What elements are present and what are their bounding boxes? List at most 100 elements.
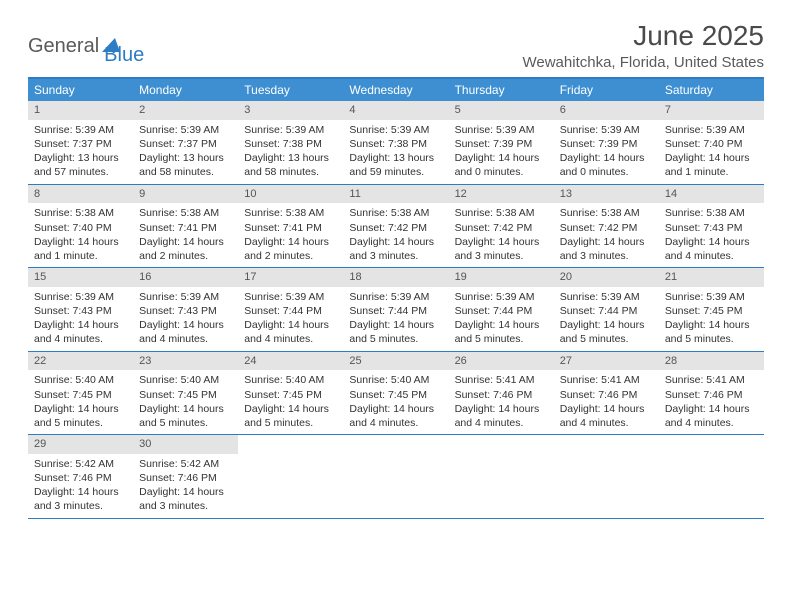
day-number: [238, 435, 343, 454]
day-number: 10: [238, 185, 343, 204]
sunrise-text: Sunrise: 5:39 AM: [455, 123, 548, 137]
week-row: 8Sunrise: 5:38 AMSunset: 7:40 PMDaylight…: [28, 185, 764, 269]
day-cell: 12 Sunrise: 5:38 AMSunset: 7:42 PMDayligh…: [449, 185, 554, 268]
daylight-text: Daylight: 14 hours and 3 minutes.: [455, 235, 548, 263]
day-cell: 4Sunrise: 5:39 AMSunset: 7:38 PMDaylight…: [343, 101, 448, 184]
daylight-text: Daylight: 13 hours and 58 minutes.: [139, 151, 232, 179]
day-number: 14: [659, 185, 764, 204]
day-content: Sunrise: 5:39 AMSunset: 7:44 PMDaylight:…: [238, 290, 343, 351]
sunrise-text: Sunrise: 5:39 AM: [349, 123, 442, 137]
day-cell: 8Sunrise: 5:38 AMSunset: 7:40 PMDaylight…: [28, 185, 133, 268]
sunrise-text: Sunrise: 5:39 AM: [665, 290, 758, 304]
day-cell: 30Sunrise: 5:42 AMSunset: 7:46 PMDayligh…: [133, 435, 238, 518]
day-cell: 21 Sunrise: 5:39 AMSunset: 7:45 PMDayligh…: [659, 268, 764, 351]
day-content: Sunrise: 5:39 AMSunset: 7:38 PMDaylight:…: [343, 123, 448, 184]
day-content: Sunrise: 5:39 AMSunset: 7:37 PMDaylight:…: [28, 123, 133, 184]
sunset-text: Sunset: 7:39 PM: [560, 137, 653, 151]
sunrise-text: Sunrise: 5:39 AM: [560, 123, 653, 137]
sunrise-text: Sunrise: 5:40 AM: [139, 373, 232, 387]
sunset-text: Sunset: 7:46 PM: [665, 388, 758, 402]
sunrise-text: Sunrise: 5:39 AM: [34, 290, 127, 304]
sunset-text: Sunset: 7:46 PM: [560, 388, 653, 402]
daylight-text: Daylight: 14 hours and 5 minutes.: [665, 318, 758, 346]
sunrise-text: Sunrise: 5:39 AM: [560, 290, 653, 304]
weekday-header: Monday: [133, 79, 238, 101]
sunset-text: Sunset: 7:45 PM: [349, 388, 442, 402]
sunset-text: Sunset: 7:45 PM: [34, 388, 127, 402]
day-number: 13: [554, 185, 659, 204]
daylight-text: Daylight: 14 hours and 2 minutes.: [139, 235, 232, 263]
sunset-text: Sunset: 7:46 PM: [455, 388, 548, 402]
week-row: 1Sunrise: 5:39 AMSunset: 7:37 PMDaylight…: [28, 101, 764, 185]
day-number: 12: [449, 185, 554, 204]
day-number: 21: [659, 268, 764, 287]
day-number: [449, 435, 554, 454]
sunset-text: Sunset: 7:41 PM: [244, 221, 337, 235]
sunrise-text: Sunrise: 5:39 AM: [244, 123, 337, 137]
daylight-text: Daylight: 14 hours and 0 minutes.: [560, 151, 653, 179]
sunrise-text: Sunrise: 5:38 AM: [455, 206, 548, 220]
day-cell: [343, 435, 448, 518]
sunrise-text: Sunrise: 5:39 AM: [139, 290, 232, 304]
day-content: Sunrise: 5:38 AMSunset: 7:42 PMDaylight:…: [449, 206, 554, 267]
daylight-text: Daylight: 14 hours and 4 minutes.: [349, 402, 442, 430]
day-number: 27: [554, 352, 659, 371]
day-content: Sunrise: 5:39 AMSunset: 7:39 PMDaylight:…: [554, 123, 659, 184]
daylight-text: Daylight: 14 hours and 4 minutes.: [665, 235, 758, 263]
sunset-text: Sunset: 7:44 PM: [455, 304, 548, 318]
daylight-text: Daylight: 14 hours and 5 minutes.: [349, 318, 442, 346]
daylight-text: Daylight: 14 hours and 3 minutes.: [34, 485, 127, 513]
sunrise-text: Sunrise: 5:39 AM: [349, 290, 442, 304]
day-cell: 18Sunrise: 5:39 AMSunset: 7:44 PMDayligh…: [343, 268, 448, 351]
day-number: 26: [449, 352, 554, 371]
weekday-header: Thursday: [449, 79, 554, 101]
day-cell: 5Sunrise: 5:39 AMSunset: 7:39 PMDaylight…: [449, 101, 554, 184]
day-cell: 6Sunrise: 5:39 AMSunset: 7:39 PMDaylight…: [554, 101, 659, 184]
day-number: 3: [238, 101, 343, 120]
day-cell: [449, 435, 554, 518]
day-content: Sunrise: 5:41 AMSunset: 7:46 PMDaylight:…: [449, 373, 554, 434]
sunrise-text: Sunrise: 5:39 AM: [244, 290, 337, 304]
day-content: Sunrise: 5:39 AMSunset: 7:37 PMDaylight:…: [133, 123, 238, 184]
day-number: [343, 435, 448, 454]
day-number: 18: [343, 268, 448, 287]
week-row: 15Sunrise: 5:39 AMSunset: 7:43 PMDayligh…: [28, 268, 764, 352]
day-cell: 7Sunrise: 5:39 AMSunset: 7:40 PMDaylight…: [659, 101, 764, 184]
sunrise-text: Sunrise: 5:38 AM: [349, 206, 442, 220]
daylight-text: Daylight: 14 hours and 3 minutes.: [560, 235, 653, 263]
daylight-text: Daylight: 13 hours and 57 minutes.: [34, 151, 127, 179]
sunset-text: Sunset: 7:42 PM: [349, 221, 442, 235]
sunset-text: Sunset: 7:45 PM: [139, 388, 232, 402]
day-content: Sunrise: 5:41 AMSunset: 7:46 PMDaylight:…: [554, 373, 659, 434]
day-cell: 1Sunrise: 5:39 AMSunset: 7:37 PMDaylight…: [28, 101, 133, 184]
day-cell: 23Sunrise: 5:40 AMSunset: 7:45 PMDayligh…: [133, 352, 238, 435]
sunset-text: Sunset: 7:42 PM: [560, 221, 653, 235]
sunset-text: Sunset: 7:40 PM: [34, 221, 127, 235]
day-cell: 27 Sunrise: 5:41 AMSunset: 7:46 PMDayligh…: [554, 352, 659, 435]
sunrise-text: Sunrise: 5:38 AM: [244, 206, 337, 220]
day-cell: 10Sunrise: 5:38 AMSunset: 7:41 PMDayligh…: [238, 185, 343, 268]
sunset-text: Sunset: 7:46 PM: [139, 471, 232, 485]
sunrise-text: Sunrise: 5:39 AM: [139, 123, 232, 137]
day-number: 5: [449, 101, 554, 120]
day-content: Sunrise: 5:38 AMSunset: 7:42 PMDaylight:…: [343, 206, 448, 267]
daylight-text: Daylight: 14 hours and 4 minutes.: [244, 318, 337, 346]
sunset-text: Sunset: 7:44 PM: [560, 304, 653, 318]
day-number: [554, 435, 659, 454]
daylight-text: Daylight: 14 hours and 4 minutes.: [455, 402, 548, 430]
day-cell: 2Sunrise: 5:39 AMSunset: 7:37 PMDaylight…: [133, 101, 238, 184]
sunset-text: Sunset: 7:46 PM: [34, 471, 127, 485]
day-number: 20: [554, 268, 659, 287]
logo-text-general: General: [28, 35, 99, 58]
logo-text-blue: Blue: [104, 44, 144, 67]
day-number: 24: [238, 352, 343, 371]
sunset-text: Sunset: 7:45 PM: [665, 304, 758, 318]
daylight-text: Daylight: 13 hours and 59 minutes.: [349, 151, 442, 179]
daylight-text: Daylight: 14 hours and 5 minutes.: [560, 318, 653, 346]
day-cell: 26 Sunrise: 5:41 AMSunset: 7:46 PMDayligh…: [449, 352, 554, 435]
day-cell: 22Sunrise: 5:40 AMSunset: 7:45 PMDayligh…: [28, 352, 133, 435]
day-content: Sunrise: 5:39 AMSunset: 7:43 PMDaylight:…: [133, 290, 238, 351]
sunrise-text: Sunrise: 5:42 AM: [139, 457, 232, 471]
daylight-text: Daylight: 14 hours and 1 minute.: [34, 235, 127, 263]
sunrise-text: Sunrise: 5:41 AM: [560, 373, 653, 387]
